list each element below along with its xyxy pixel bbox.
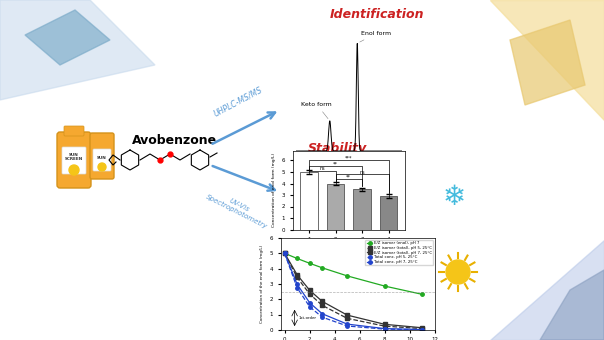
- Bar: [300, 172, 318, 230]
- FancyBboxPatch shape: [64, 126, 84, 136]
- Circle shape: [98, 163, 106, 171]
- FancyBboxPatch shape: [57, 132, 91, 188]
- Text: Avobenzone: Avobenzone: [132, 134, 217, 147]
- Polygon shape: [540, 270, 604, 340]
- Polygon shape: [510, 20, 585, 105]
- E/Z isomer (total), pH 7, 25°C: [419, 326, 426, 330]
- Text: UHPLC-MS/MS: UHPLC-MS/MS: [212, 85, 264, 118]
- Total conc. pH 5, 25°C: [281, 251, 288, 255]
- Y-axis label: Concentration of the enol form (mg/L): Concentration of the enol form (mg/L): [260, 245, 264, 323]
- Polygon shape: [0, 0, 155, 100]
- Text: Keto form: Keto form: [301, 102, 332, 119]
- Legend: E/Z isomer (enol), pH 7, E/Z isomer (total), pH 5, 25°C, E/Z isomer (total), pH : E/Z isomer (enol), pH 7, E/Z isomer (tot…: [365, 240, 433, 266]
- X-axis label: Freeze-thaw cycles: Freeze-thaw cycles: [323, 248, 375, 253]
- Total conc. pH 5, 25°C: [381, 327, 388, 331]
- Total conc. pH 5, 25°C: [344, 324, 351, 328]
- Text: ❄: ❄: [442, 183, 466, 211]
- E/Z isomer (total), pH 5, 25°C: [318, 303, 326, 307]
- Total conc. pH 7, 25°C: [344, 322, 351, 326]
- E/Z isomer (total), pH 7, 25°C: [344, 313, 351, 317]
- Line: E/Z isomer (enol), pH 7: E/Z isomer (enol), pH 7: [283, 252, 424, 296]
- FancyBboxPatch shape: [93, 149, 111, 171]
- Total conc. pH 5, 25°C: [318, 315, 326, 319]
- Bar: [353, 189, 371, 230]
- E/Z isomer (enol), pH 7: [294, 256, 301, 260]
- Line: Total conc. pH 5, 25°C: Total conc. pH 5, 25°C: [283, 252, 424, 332]
- Circle shape: [446, 260, 470, 284]
- Text: UV-Vis
Spectrophotometry: UV-Vis Spectrophotometry: [205, 187, 271, 230]
- Text: SUN
SCREEN: SUN SCREEN: [65, 153, 83, 161]
- Total conc. pH 7, 25°C: [281, 251, 288, 255]
- Polygon shape: [490, 0, 604, 120]
- E/Z isomer (enol), pH 7: [381, 284, 388, 288]
- Polygon shape: [25, 10, 110, 65]
- Total conc. pH 7, 25°C: [294, 282, 301, 286]
- Bar: [327, 184, 344, 230]
- FancyBboxPatch shape: [62, 147, 86, 174]
- Text: **: **: [346, 174, 352, 179]
- Total conc. pH 7, 25°C: [306, 301, 313, 305]
- E/Z isomer (total), pH 7, 25°C: [318, 299, 326, 303]
- Total conc. pH 5, 25°C: [306, 305, 313, 309]
- Line: Total conc. pH 7, 25°C: Total conc. pH 7, 25°C: [283, 252, 424, 331]
- E/Z isomer (total), pH 7, 25°C: [381, 322, 388, 326]
- Text: ns: ns: [320, 166, 325, 171]
- Total conc. pH 5, 25°C: [419, 328, 426, 332]
- E/Z isomer (total), pH 7, 25°C: [306, 288, 313, 292]
- E/Z isomer (total), pH 7, 25°C: [281, 251, 288, 255]
- Total conc. pH 5, 25°C: [294, 286, 301, 290]
- Y-axis label: Concentration of enol form (mg/L): Concentration of enol form (mg/L): [272, 153, 276, 227]
- FancyArrowPatch shape: [213, 113, 275, 144]
- Text: ns: ns: [359, 170, 365, 175]
- E/Z isomer (total), pH 7, 25°C: [294, 273, 301, 277]
- Total conc. pH 7, 25°C: [318, 312, 326, 316]
- Text: **: **: [333, 162, 338, 167]
- Line: E/Z isomer (total), pH 7, 25°C: E/Z isomer (total), pH 7, 25°C: [283, 252, 424, 329]
- Polygon shape: [490, 240, 604, 340]
- E/Z isomer (total), pH 5, 25°C: [306, 292, 313, 296]
- Total conc. pH 7, 25°C: [381, 326, 388, 330]
- Text: SUN: SUN: [97, 156, 107, 160]
- E/Z isomer (total), pH 5, 25°C: [344, 316, 351, 320]
- Text: Identification: Identification: [330, 8, 425, 21]
- E/Z isomer (enol), pH 7: [344, 274, 351, 278]
- Text: Enol form: Enol form: [360, 31, 391, 42]
- Circle shape: [69, 165, 79, 175]
- E/Z isomer (enol), pH 7: [318, 266, 326, 270]
- FancyArrowPatch shape: [213, 166, 275, 191]
- E/Z isomer (total), pH 5, 25°C: [419, 327, 426, 331]
- Text: ***: ***: [345, 156, 353, 161]
- E/Z isomer (enol), pH 7: [419, 292, 426, 296]
- Total conc. pH 7, 25°C: [419, 327, 426, 332]
- E/Z isomer (total), pH 5, 25°C: [281, 251, 288, 255]
- FancyBboxPatch shape: [90, 133, 114, 179]
- E/Z isomer (enol), pH 7: [306, 261, 313, 265]
- Text: Stability: Stability: [308, 142, 367, 155]
- Bar: [380, 196, 397, 230]
- E/Z isomer (total), pH 5, 25°C: [381, 324, 388, 328]
- Line: E/Z isomer (total), pH 5, 25°C: E/Z isomer (total), pH 5, 25°C: [283, 252, 424, 330]
- E/Z isomer (total), pH 5, 25°C: [294, 275, 301, 279]
- E/Z isomer (enol), pH 7: [281, 251, 288, 255]
- Text: 1st-order: 1st-order: [298, 316, 316, 320]
